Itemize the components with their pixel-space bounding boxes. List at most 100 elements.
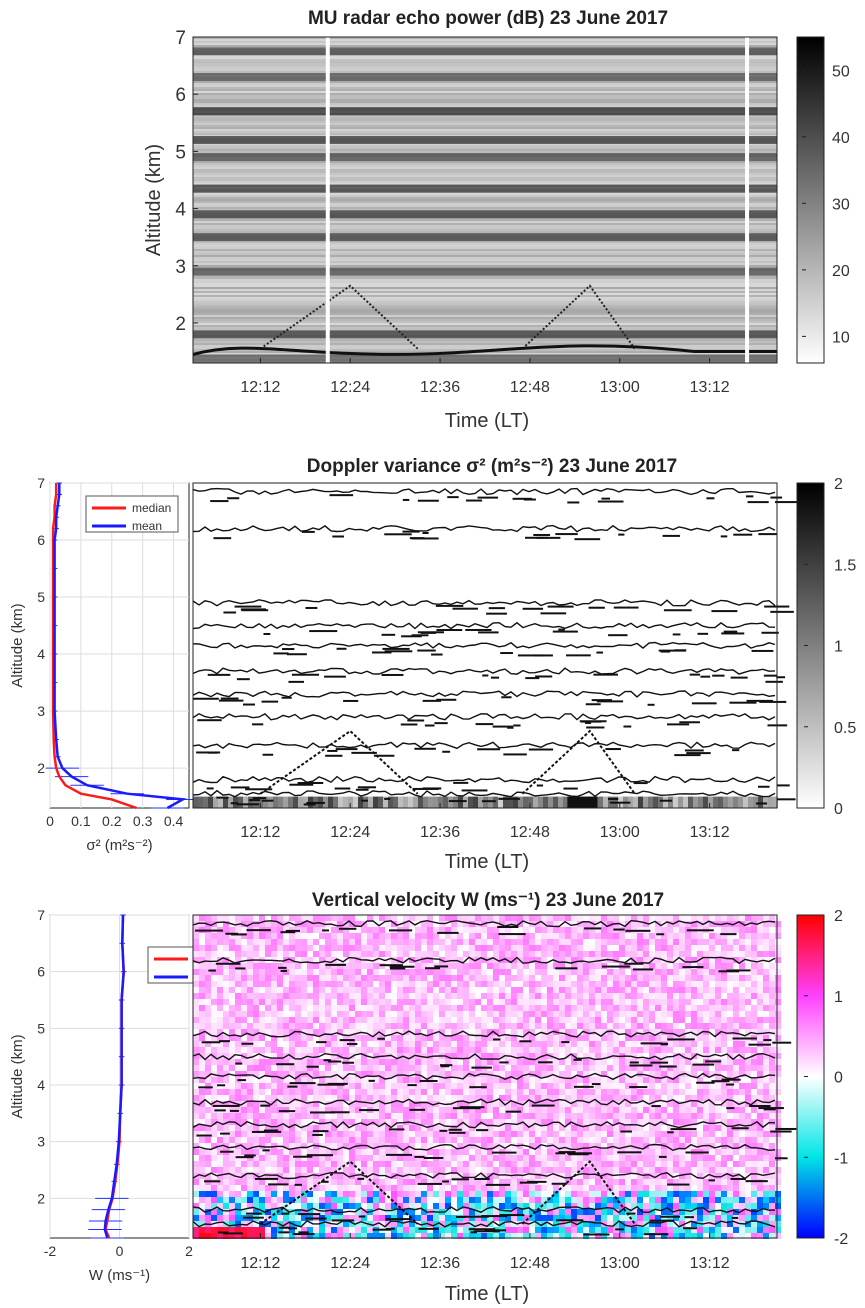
echo-stratum bbox=[193, 309, 777, 311]
velocity-cell bbox=[349, 1119, 355, 1125]
contour-fragment bbox=[711, 610, 738, 613]
velocity-cell bbox=[535, 1071, 541, 1077]
velocity-cell bbox=[415, 1155, 421, 1161]
velocity-cell bbox=[391, 1155, 397, 1161]
velocity-cell bbox=[301, 1227, 307, 1233]
velocity-cell bbox=[253, 975, 259, 981]
velocity-cell bbox=[367, 1059, 373, 1065]
velocity-cell bbox=[409, 1017, 415, 1023]
echo-stratum bbox=[193, 291, 777, 293]
velocity-cell bbox=[595, 1185, 601, 1191]
velocity-cell bbox=[427, 1017, 433, 1023]
velocity-cell bbox=[271, 1149, 277, 1155]
echo-layer bbox=[193, 354, 777, 363]
velocity-cell bbox=[625, 993, 631, 999]
velocity-cell bbox=[529, 945, 535, 951]
velocity-cell bbox=[385, 1149, 391, 1155]
variance-cell bbox=[323, 796, 328, 808]
velocity-cell bbox=[391, 1071, 397, 1077]
velocity-cell bbox=[457, 969, 463, 975]
velocity-cell bbox=[205, 1035, 211, 1041]
velocity-cell bbox=[229, 1179, 235, 1185]
velocity-cell bbox=[571, 921, 577, 927]
velocity-cell bbox=[517, 1125, 523, 1131]
echo-layer bbox=[193, 107, 777, 116]
velocity-cell bbox=[541, 1215, 547, 1221]
velocity-cell bbox=[277, 1131, 283, 1137]
velocity-cell bbox=[631, 1089, 637, 1095]
velocity-cell bbox=[625, 1047, 631, 1053]
velocity-cell bbox=[343, 975, 349, 981]
contour-fragment bbox=[218, 699, 244, 702]
velocity-cell bbox=[439, 1113, 445, 1119]
velocity-cell bbox=[655, 1209, 661, 1215]
velocity-cell bbox=[421, 1203, 427, 1209]
velocity-cell bbox=[535, 993, 541, 999]
velocity-cell bbox=[643, 1071, 649, 1077]
velocity-cell bbox=[637, 957, 643, 963]
variance-cell bbox=[403, 796, 408, 808]
velocity-cell bbox=[391, 1065, 397, 1071]
velocity-cell bbox=[607, 1047, 613, 1053]
velocity-cell bbox=[409, 1221, 415, 1227]
velocity-cell bbox=[415, 1101, 421, 1107]
velocity-cell bbox=[289, 1113, 295, 1119]
velocity-cell bbox=[511, 999, 517, 1005]
velocity-cell bbox=[475, 1017, 481, 1023]
velocity-cell bbox=[241, 969, 247, 975]
velocity-cell bbox=[235, 1191, 241, 1197]
velocity-cell bbox=[313, 963, 319, 969]
velocity-cell bbox=[409, 1131, 415, 1137]
velocity-cell bbox=[295, 987, 301, 993]
velocity-cell bbox=[217, 1191, 223, 1197]
velocity-cell bbox=[217, 1059, 223, 1065]
velocity-cell bbox=[667, 1107, 673, 1113]
velocity-cell bbox=[277, 981, 283, 987]
velocity-cell bbox=[397, 933, 403, 939]
velocity-cell bbox=[265, 1131, 271, 1137]
velocity-cell bbox=[313, 957, 319, 963]
velocity-cell bbox=[313, 1179, 319, 1185]
velocity-cell bbox=[487, 1011, 493, 1017]
velocity-cell bbox=[397, 981, 403, 987]
contour-fragment bbox=[384, 650, 413, 653]
velocity-cell bbox=[637, 1059, 643, 1065]
velocity-cell bbox=[475, 981, 481, 987]
velocity-cell bbox=[577, 1089, 583, 1095]
velocity-cell bbox=[415, 963, 421, 969]
velocity-cell bbox=[505, 1065, 511, 1071]
velocity-cell bbox=[427, 981, 433, 987]
velocity-cell bbox=[655, 1047, 661, 1053]
contour-fragment bbox=[601, 497, 611, 500]
velocity-cell bbox=[319, 1209, 325, 1215]
velocity-cell bbox=[541, 1035, 547, 1041]
velocity-cell bbox=[667, 1017, 673, 1023]
velocity-cell bbox=[553, 1065, 559, 1071]
velocity-cell bbox=[469, 1137, 475, 1143]
velocity-cell bbox=[469, 957, 475, 963]
velocity-cell bbox=[259, 981, 265, 987]
velocity-cell bbox=[277, 1041, 283, 1047]
velocity-cell bbox=[637, 1143, 643, 1149]
velocity-cell bbox=[511, 1041, 517, 1047]
velocity-cell bbox=[307, 1227, 313, 1233]
velocity-cell bbox=[397, 1137, 403, 1143]
velocity-cell bbox=[643, 957, 649, 963]
velocity-cell bbox=[283, 1065, 289, 1071]
velocity-cell bbox=[193, 981, 199, 987]
velocity-cell bbox=[295, 1185, 301, 1191]
echo-layer bbox=[193, 73, 777, 82]
velocity-cell bbox=[193, 1083, 199, 1089]
contour-fragment bbox=[647, 703, 655, 706]
velocity-cell bbox=[481, 1179, 487, 1185]
velocity-cell bbox=[529, 1149, 535, 1155]
velocity-cell bbox=[373, 1101, 379, 1107]
velocity-cell bbox=[445, 1017, 451, 1023]
velocity-cell bbox=[667, 963, 673, 969]
velocity-cell bbox=[505, 927, 511, 933]
velocity-cell bbox=[595, 1221, 601, 1227]
velocity-cell bbox=[307, 1053, 313, 1059]
velocity-cell bbox=[667, 1167, 673, 1173]
velocity-cell bbox=[409, 1077, 415, 1083]
velocity-cell bbox=[625, 939, 631, 945]
